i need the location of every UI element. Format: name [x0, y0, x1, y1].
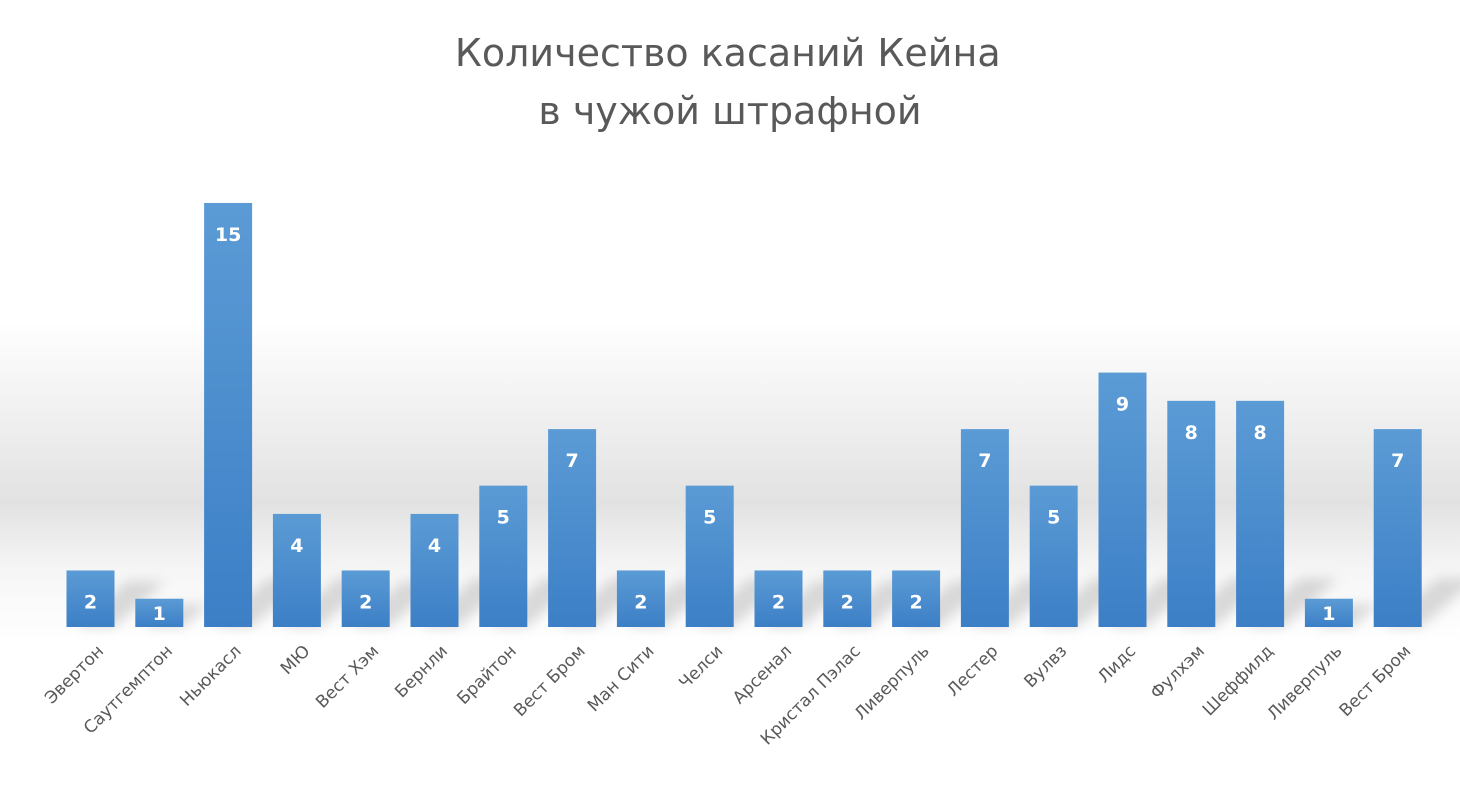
category-label-7: Брайтон	[453, 641, 520, 708]
data-label-16: 9	[1116, 394, 1129, 416]
bar-15	[1029, 485, 1078, 627]
data-label-20: 7	[1391, 450, 1404, 472]
data-label-19: 1	[1322, 603, 1335, 625]
bar-16	[1098, 372, 1147, 627]
bar-18	[1236, 400, 1285, 627]
data-label-3: 15	[215, 224, 241, 246]
category-label-15: Вулвз	[1021, 641, 1072, 692]
category-label-13: Ливерпуль	[851, 641, 934, 724]
category-label-17: Фулхэм	[1147, 641, 1209, 703]
data-label-2: 1	[153, 603, 166, 625]
category-label-4: МЮ	[277, 641, 314, 678]
data-label-15: 5	[1047, 507, 1060, 529]
data-label-11: 2	[772, 591, 785, 613]
data-label-18: 8	[1253, 422, 1266, 444]
category-label-20: Вест Бром	[1336, 641, 1416, 721]
bar-14	[960, 429, 1009, 627]
bar-2	[135, 598, 184, 627]
category-label-5: Вест Хэм	[312, 641, 383, 712]
category-label-10: Челси	[675, 641, 727, 693]
data-label-9: 2	[634, 591, 647, 613]
bar-3	[204, 202, 253, 627]
bar-7	[479, 485, 528, 627]
bar-11	[754, 570, 803, 627]
category-label-16: Лидс	[1094, 641, 1140, 687]
data-label-1: 2	[84, 591, 97, 613]
data-label-5: 2	[359, 591, 372, 613]
data-label-4: 4	[290, 535, 303, 557]
category-label-11: Арсенал	[729, 641, 796, 708]
data-label-17: 8	[1185, 422, 1198, 444]
chart-title: Количество касаний Кейна в чужой штрафно…	[455, 31, 1005, 133]
category-label-8: Вест Бром	[510, 641, 590, 721]
bar-10	[685, 485, 734, 627]
bar-4	[272, 513, 321, 627]
data-labels: 2 1 15 4 2 4 5 7 2 5 2 2 2 7 5 9 8 8 1 7	[84, 224, 1404, 625]
category-label-6: Бернли	[391, 641, 452, 702]
chart-title-line-1: Количество касаний Кейна	[455, 31, 1001, 75]
bar-1	[66, 570, 115, 627]
data-label-14: 7	[978, 450, 991, 472]
data-label-6: 4	[428, 535, 441, 557]
category-label-3: Ньюкасл	[176, 641, 245, 710]
bar-9	[616, 570, 665, 627]
bar-19	[1304, 598, 1353, 627]
bars	[66, 202, 1422, 627]
bar-8	[548, 429, 597, 627]
bar-20	[1373, 429, 1422, 627]
category-label-14: Лестер	[943, 641, 1002, 700]
bar-17	[1167, 400, 1216, 627]
category-label-1: Эвертон	[41, 641, 108, 708]
data-label-8: 7	[565, 450, 578, 472]
bar-5	[341, 570, 390, 627]
data-label-10: 5	[703, 507, 716, 529]
category-label-19: Ливерпуль	[1264, 641, 1347, 724]
data-label-7: 5	[497, 507, 510, 529]
chart-title-line-2: в чужой штрафной	[538, 89, 921, 133]
data-label-12: 2	[841, 591, 854, 613]
data-label-13: 2	[909, 591, 922, 613]
bar-12	[823, 570, 872, 627]
category-label-9: Ман Сити	[584, 641, 659, 716]
bar-13	[892, 570, 941, 627]
bar-6	[410, 513, 459, 627]
